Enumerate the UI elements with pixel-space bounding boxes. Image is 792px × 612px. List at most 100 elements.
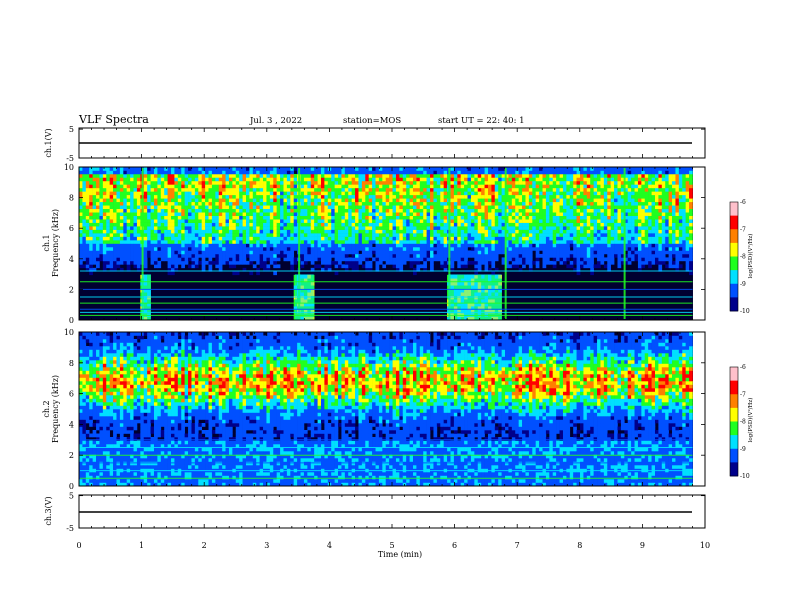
spectrogram-cell bbox=[467, 222, 472, 227]
spectrogram-cell bbox=[344, 205, 349, 210]
spectrogram-cell bbox=[501, 236, 506, 241]
spectrogram-cell bbox=[549, 243, 554, 248]
spectrogram-cell bbox=[586, 191, 591, 196]
spectrogram-cell bbox=[413, 167, 417, 171]
spectrogram-cell bbox=[392, 246, 397, 251]
spectrogram-cell bbox=[280, 167, 284, 171]
spectrogram-cell bbox=[211, 194, 216, 199]
spectrogram-cell bbox=[150, 246, 155, 251]
spectrogram-cell bbox=[188, 222, 192, 227]
spectrogram-cell bbox=[614, 250, 618, 255]
spectrogram-cell bbox=[211, 219, 216, 223]
spectrogram-cell bbox=[211, 201, 216, 206]
spectrogram-cell bbox=[450, 229, 455, 234]
spectrogram-cell bbox=[484, 278, 489, 283]
spectrogram-cell bbox=[310, 233, 315, 237]
spectrogram-cell bbox=[307, 212, 312, 216]
spectrogram-cell bbox=[542, 194, 547, 199]
spectrogram-cell bbox=[528, 250, 533, 255]
spectrogram-cell bbox=[314, 170, 318, 175]
spectrogram-cell bbox=[566, 201, 571, 206]
spectrogram-cell bbox=[324, 167, 329, 171]
spectrogram-cell bbox=[545, 205, 550, 210]
spectrogram-cell bbox=[433, 212, 438, 216]
spectrogram-cell bbox=[368, 267, 373, 272]
spectrogram-cell bbox=[436, 170, 441, 175]
spectrogram-cell bbox=[157, 215, 162, 220]
spectrogram-cell bbox=[457, 219, 462, 223]
spectrogram-cell bbox=[392, 208, 397, 213]
spectrogram-cell bbox=[351, 177, 356, 182]
spectrogram-cell bbox=[617, 257, 622, 262]
spectrogram-cell bbox=[467, 219, 472, 223]
spectrogram-cell bbox=[116, 240, 121, 244]
spectrogram-cell bbox=[586, 222, 591, 227]
spectrogram-cell bbox=[413, 226, 417, 230]
spectrogram-cell bbox=[569, 215, 574, 220]
spectrogram-cell bbox=[239, 253, 243, 258]
spectrogram-cell bbox=[194, 260, 199, 265]
spectrogram-cell bbox=[228, 253, 233, 258]
spectrogram-cell bbox=[430, 173, 434, 178]
spectrogram-cell bbox=[474, 240, 479, 244]
spectrogram-cell bbox=[218, 205, 223, 210]
spectrogram-cell bbox=[385, 201, 390, 206]
spectrogram-cell bbox=[583, 187, 588, 192]
spectrogram-cell bbox=[191, 260, 196, 265]
spectrogram-cell bbox=[256, 253, 260, 258]
spectrogram-cell bbox=[453, 274, 458, 279]
spectrogram-cell bbox=[167, 208, 172, 213]
spectrogram-cell bbox=[385, 205, 390, 210]
spectrogram-cell bbox=[470, 229, 475, 234]
spectrogram-cell bbox=[341, 257, 346, 262]
spectrogram-cell bbox=[82, 222, 87, 227]
spectrogram-cell bbox=[188, 180, 192, 185]
spectrogram-cell bbox=[372, 184, 376, 189]
spectrogram-cell bbox=[416, 173, 421, 178]
spectrogram-cell bbox=[150, 257, 155, 262]
spectrogram-cell bbox=[576, 219, 581, 223]
spectrogram-cell bbox=[191, 246, 196, 251]
spectrogram-cell bbox=[361, 257, 366, 262]
spectrogram-cell bbox=[194, 250, 199, 255]
spectrogram-cell bbox=[341, 184, 346, 189]
spectrogram-cell bbox=[310, 222, 315, 227]
spectrogram-cell bbox=[597, 208, 601, 213]
spectrogram-cell bbox=[123, 233, 128, 237]
spectrogram-cell bbox=[239, 233, 243, 237]
spectrogram-cell bbox=[266, 173, 271, 178]
spectrogram-cell bbox=[593, 205, 598, 210]
spectrogram-cell bbox=[569, 198, 574, 203]
spectrogram-cell bbox=[269, 173, 274, 178]
spectrogram-cell bbox=[361, 208, 366, 213]
spectrogram-cell bbox=[573, 243, 577, 248]
spectrogram-cell bbox=[542, 246, 547, 251]
spectrogram-cell bbox=[365, 208, 369, 213]
spectrogram-cell bbox=[171, 267, 175, 272]
spectrogram-cell bbox=[562, 167, 567, 171]
spectrogram-cell bbox=[184, 219, 189, 223]
spectrogram-cell bbox=[501, 226, 506, 230]
spectrogram-cell bbox=[505, 260, 509, 265]
spectrogram-cell bbox=[600, 194, 605, 199]
spectrogram-cell bbox=[338, 222, 342, 227]
spectrogram-cell bbox=[215, 205, 220, 210]
spectrogram-cell bbox=[246, 194, 250, 199]
spectrogram-cell bbox=[535, 219, 540, 223]
spectrogram-cell bbox=[545, 260, 550, 265]
spectrogram-cell bbox=[113, 191, 117, 196]
spectrogram-cell bbox=[430, 201, 434, 206]
spectrogram-cell bbox=[317, 233, 322, 237]
spectrogram-cell bbox=[413, 253, 417, 258]
spectrogram-cell bbox=[102, 208, 107, 213]
spectrogram-cell bbox=[215, 215, 220, 220]
spectrogram-cell bbox=[160, 233, 165, 237]
spectrogram-cell bbox=[552, 180, 557, 185]
spectrogram-cell bbox=[153, 173, 158, 178]
spectrogram-cell bbox=[549, 194, 554, 199]
spectrogram-cell bbox=[222, 233, 226, 237]
spectrogram-cell bbox=[494, 281, 499, 286]
spectrogram-cell bbox=[344, 173, 349, 178]
spectrogram-cell bbox=[119, 257, 124, 262]
spectrogram-cell bbox=[487, 250, 492, 255]
